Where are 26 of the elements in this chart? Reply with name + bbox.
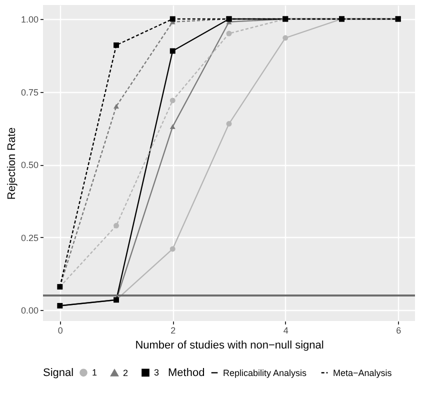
point bbox=[282, 35, 288, 41]
legend-title: Signal bbox=[43, 367, 74, 379]
point bbox=[170, 48, 176, 54]
y-tick-label: 1.00 bbox=[20, 14, 38, 24]
y-tick-label: 0.50 bbox=[20, 160, 38, 170]
point bbox=[226, 121, 232, 127]
point bbox=[114, 222, 120, 228]
x-tick-label: 6 bbox=[396, 326, 402, 336]
x-tick-label: 2 bbox=[170, 326, 176, 336]
point bbox=[226, 30, 232, 36]
legend-label: 1 bbox=[92, 368, 98, 378]
text: Method bbox=[168, 367, 205, 379]
y-tick-label: 0.00 bbox=[20, 306, 38, 316]
point bbox=[114, 42, 120, 48]
legend-label: 3 bbox=[154, 368, 160, 378]
legend-label: 2 bbox=[123, 368, 128, 378]
point bbox=[170, 246, 176, 252]
text: Meta−Analysis bbox=[333, 368, 392, 378]
point bbox=[170, 98, 176, 104]
text: Replicability Analysis bbox=[223, 368, 308, 378]
y-tick-label: 0.75 bbox=[20, 87, 38, 98]
y-axis-title: Rejection Rate bbox=[6, 127, 18, 200]
y-tick-label: 0.25 bbox=[20, 232, 38, 243]
x-tick-label: 4 bbox=[283, 326, 288, 336]
x-axis-title: Number of studies with non−null signal bbox=[135, 340, 324, 352]
x-tick-label: 0 bbox=[58, 326, 63, 336]
